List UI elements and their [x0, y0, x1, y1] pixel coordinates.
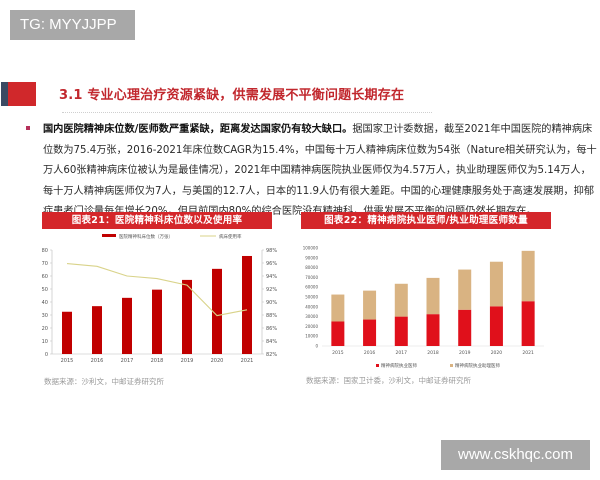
bar-licensed-doctors [521, 301, 535, 346]
bar-assistant-doctors [394, 283, 408, 317]
bar-assistant-doctors [426, 277, 440, 315]
watermark-tg: TG: MYYJJPP [10, 10, 135, 40]
bar-assistant-doctors [458, 269, 472, 310]
x-tick: 2018 [151, 358, 164, 364]
chart-doctor-count: 0 10000 20000 30000 40000 50000 60000 70000 8000… [300, 240, 550, 372]
bar-bed-count [152, 289, 162, 354]
y-tick: 0 [315, 344, 318, 349]
x-tick: 2017 [396, 350, 408, 356]
bar-bed-count [122, 297, 132, 354]
legend-swatch-assistant [450, 364, 453, 367]
x-tick: 2020 [491, 350, 503, 356]
x-tick: 2021 [241, 358, 254, 364]
chart-bed-count-svg: 医院精神科床位数（万张） 病床使用率 0 10 20 30 40 50 60 70 80 82% 84%… [42, 233, 278, 364]
y-tick: 90000 [305, 255, 318, 260]
y-tick-left: 60 [42, 274, 48, 280]
y-tick: 10000 [305, 334, 318, 339]
bar-licensed-doctors [331, 321, 345, 346]
legend-bar-label: 医院精神科床位数（万张） [119, 233, 173, 240]
figure-21-source: 数据来源：沙利文，中邮证券研究所 [44, 377, 164, 386]
y-tick: 40000 [305, 304, 318, 309]
legend-label-assistant: 精神病院执业助理医师 [455, 362, 500, 369]
paragraph-lead: 国内医院精神床位数/医师数严重紧缺，距离发达国家仍有较大缺口。 [43, 124, 353, 135]
y-tick-right: 86% [266, 326, 277, 332]
bullet-icon [26, 126, 30, 130]
bar-assistant-doctors [331, 294, 345, 322]
x-tick: 2016 [91, 358, 104, 364]
bar-licensed-doctors [426, 314, 440, 346]
y-tick: 20000 [305, 324, 318, 329]
legend-line-label: 病床使用率 [219, 233, 242, 240]
y-tick-right: 82% [266, 352, 277, 358]
bar-bed-count [212, 268, 222, 354]
x-tick: 2016 [364, 350, 376, 356]
figure-21-title: 图表21：医院精神科床位数以及使用率 [42, 212, 272, 229]
x-tick: 2019 [459, 350, 471, 356]
bar-licensed-doctors [394, 316, 408, 346]
x-tick: 2015 [332, 350, 344, 356]
watermark-url: www.cskhqc.com [441, 440, 590, 470]
legend-bar-swatch [102, 234, 116, 237]
y-tick: 100000 [303, 246, 319, 251]
section-marker-red [8, 82, 36, 106]
x-tick: 2021 [522, 350, 534, 356]
section-marker-dark [1, 82, 8, 106]
y-tick-right: 92% [266, 287, 277, 293]
x-tick: 2017 [121, 358, 134, 364]
section-title: 3.1 专业心理治疗资源紧缺，供需发展不平衡问题长期存在 [59, 88, 405, 103]
x-tick: 2018 [427, 350, 439, 356]
y-tick: 30000 [305, 314, 318, 319]
y-tick-left: 20 [42, 326, 48, 332]
y-tick: 70000 [305, 275, 318, 280]
bar-bed-count [182, 279, 192, 354]
bar-bed-count [62, 311, 72, 354]
y-tick-left: 80 [42, 248, 48, 254]
section-header: 3.1 专业心理治疗资源紧缺，供需发展不平衡问题长期存在 [0, 82, 600, 113]
y-tick: 60000 [305, 285, 318, 290]
figure-22-title: 图表22：精神病院执业医师/执业助理医师数量 [301, 212, 551, 229]
x-tick: 2015 [61, 358, 74, 364]
y-tick-right: 90% [266, 300, 277, 306]
y-tick-left: 0 [45, 352, 48, 358]
y-tick-right: 96% [266, 261, 277, 267]
y-tick: 50000 [305, 295, 318, 300]
y-tick-left: 10 [42, 339, 48, 345]
figure-22-source: 数据来源：国家卫计委，沙利文，中邮证券研究所 [306, 376, 471, 385]
bar-assistant-doctors [363, 290, 377, 320]
legend-swatch-licensed [376, 364, 379, 367]
y-tick-left: 70 [42, 261, 48, 267]
y-tick-right: 88% [266, 313, 277, 319]
bar-licensed-doctors [489, 306, 503, 346]
y-tick: 80000 [305, 265, 318, 270]
bar-assistant-doctors [521, 250, 535, 302]
legend-label-licensed: 精神病院执业医师 [381, 362, 417, 369]
bar-licensed-doctors [363, 319, 377, 346]
chart-bed-count-usage: 医院精神科床位数（万张） 病床使用率 0 10 20 30 40 50 60 70 80 82% 84%… [30, 228, 300, 368]
bar-bed-count [242, 255, 252, 354]
bar-bed-count [92, 306, 102, 354]
line-usage-rate [66, 263, 248, 317]
bar-assistant-doctors [489, 261, 503, 307]
bar-licensed-doctors [458, 309, 472, 346]
y-tick-right: 98% [266, 248, 277, 254]
y-tick-right: 84% [266, 339, 277, 345]
section-divider [62, 112, 432, 113]
chart-doctor-count-svg: 0 10000 20000 30000 40000 50000 60000 70000 8000… [303, 246, 544, 369]
y-tick-left: 30 [42, 313, 48, 319]
y-tick-left: 40 [42, 300, 48, 306]
x-tick: 2019 [181, 358, 194, 364]
x-tick: 2020 [211, 358, 224, 364]
y-tick-left: 50 [42, 287, 48, 293]
y-tick-right: 94% [266, 274, 277, 280]
paragraph-body: 据国家卫计委数据，截至2021年中国医院的精神病床位数为75.4万张，2016-… [43, 124, 597, 217]
body-paragraph: 国内医院精神床位数/医师数严重紧缺，距离发达国家仍有较大缺口。据国家卫计委数据，… [43, 120, 598, 223]
